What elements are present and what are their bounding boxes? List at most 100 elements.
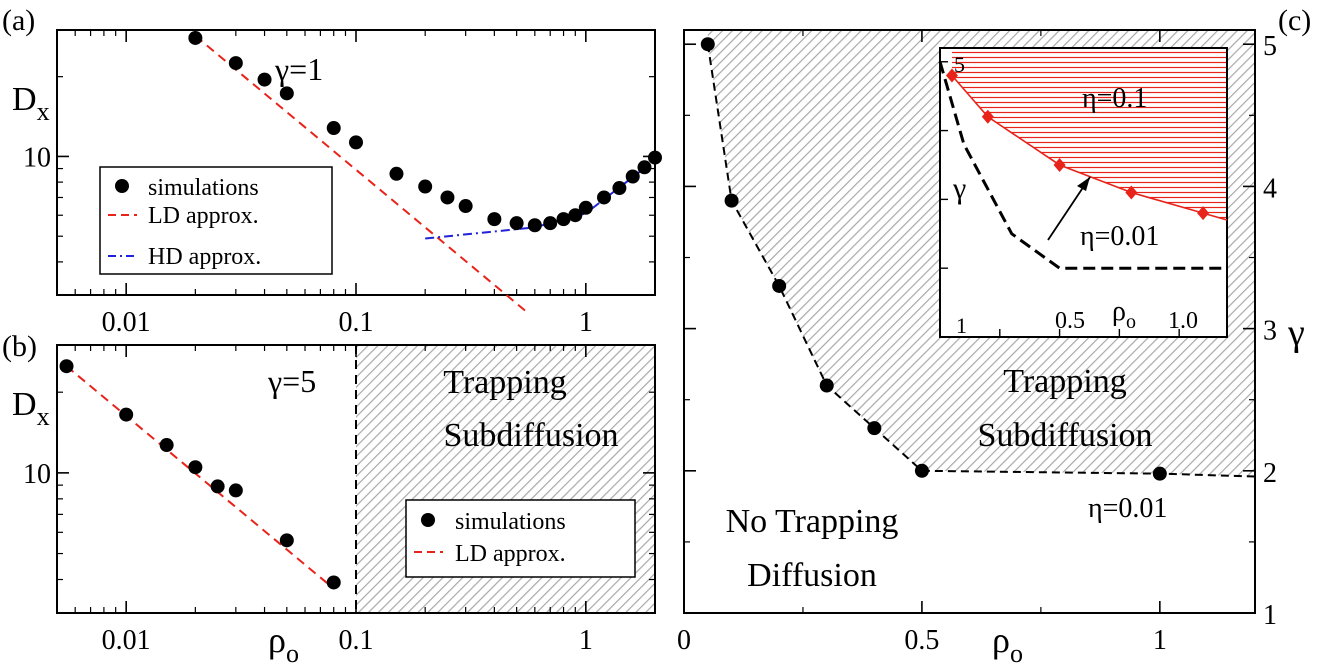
legend-b-marker-simulations (421, 513, 435, 527)
panel-a-data-point (389, 166, 404, 181)
inset-diamond-point (1125, 185, 1138, 200)
panel-b-data-point (279, 533, 294, 548)
panel-b-ylabel: Dx (12, 386, 50, 431)
panel-b-label: (b) (2, 330, 37, 363)
panel-c-free-line1: No Trapping (726, 503, 899, 540)
panel-b-xtick-label: 0.01 (102, 625, 151, 656)
panel-a-data-point (279, 86, 294, 101)
panel-a-annotation: γ=1 (274, 51, 323, 87)
panel-b-ticks: 0.01 0.1 1 10 (23, 345, 655, 656)
panel-c-xtick-label: 0.5 (904, 625, 939, 656)
panel-c-data-point (1152, 466, 1167, 481)
panel-c-xtick-label: 1 (1153, 625, 1167, 656)
panel-c-ytick-label: 2 (1263, 458, 1277, 489)
inset-diamond-point (1197, 206, 1210, 221)
panel-c: 0 0.5 1 1 2 3 4 5 (c) γ ρo Trapping Subdiffusio… (677, 4, 1311, 663)
panel-a-label: (a) (2, 4, 35, 37)
panel-a-data-point (509, 216, 524, 231)
panel-b-xtick-label: 0.1 (339, 625, 374, 656)
panel-b-data-point (228, 483, 243, 498)
inset-ylabel: γ (952, 172, 966, 205)
inset-diamond-point (945, 68, 958, 83)
panel-a-data-point (440, 190, 455, 205)
panel-b-legend: simulations LD approx. (405, 499, 636, 578)
panel-c-ytick-label: 1 (1263, 600, 1277, 631)
panel-c-data-point (772, 278, 787, 293)
panel-c-eta-label: η=0.01 (1088, 493, 1167, 524)
panel-a-data-point (527, 218, 542, 233)
panel-a-data-point (637, 160, 652, 175)
panel-a-legend: simulations LD approx. HD approx. (99, 166, 333, 275)
inset: γ η=0.1 η=0.01 0.5 1.0 5 1 ρo (938, 47, 1228, 338)
panel-c-ytick-label: 4 (1263, 173, 1277, 204)
inset-diamond-point (981, 109, 994, 124)
panel-a-data-point (568, 208, 583, 223)
inset-diamond-point (1053, 157, 1066, 172)
panel-b-ytick-label: 10 (23, 459, 51, 490)
panel-b-data-point (119, 407, 134, 422)
panel-c-data-point (867, 421, 882, 436)
panel-a-xtick-label: 1 (579, 307, 593, 338)
legend-a-marker-simulations (115, 179, 129, 193)
panel-a-data-point (257, 72, 272, 87)
legend-a-text-ld: LD approx. (148, 203, 259, 229)
panel-b-data-point (59, 359, 74, 374)
inset-tick-05: 0.5 (1055, 308, 1085, 334)
panel-a-ticks: 0.01 0.1 1 10 (23, 30, 655, 338)
panel-a-data-point (597, 190, 612, 205)
panel-c-data-point (700, 37, 715, 52)
inset-tick-1: 1 (956, 313, 967, 338)
panel-b-annotation: γ=5 (267, 363, 316, 399)
panel-c-ytick-label: 5 (1263, 31, 1277, 62)
panel-a-data-point (326, 121, 341, 136)
panel-a-data-point (487, 212, 502, 227)
panel-c-free-line2: Diffusion (747, 557, 877, 594)
legend-a-text-simulations: simulations (148, 175, 259, 201)
panel-a-ytick-label: 10 (23, 142, 51, 173)
panel-a-data-point (458, 199, 473, 214)
panel-b-xlabel: ρo (268, 620, 299, 663)
panel-a-series (188, 30, 662, 313)
panel-c-ytick-label: 3 (1263, 316, 1277, 347)
inset-black-dashed-line (938, 61, 1227, 270)
panel-a-data-point (625, 169, 640, 184)
panel-b-region-line1: Trapping (443, 364, 566, 401)
panel-c-data-point (819, 378, 834, 393)
inset-frame (939, 47, 1228, 338)
panel-c-boundary-line (706, 44, 1256, 478)
legend-b-text-simulations: simulations (455, 509, 566, 535)
inset-xlabel: ρo (1112, 296, 1136, 333)
panel-a: (a) 0.01 0.1 1 10 Dx γ=1 simulations LD app… (2, 4, 662, 338)
panel-a-ld-line (194, 35, 527, 313)
panel-a-data-point (556, 212, 571, 227)
panel-c-data-point (914, 463, 929, 478)
legend-b-text-ld: LD approx. (455, 541, 566, 567)
panel-b-data-point (210, 479, 225, 494)
panel-a-data-point (648, 150, 662, 165)
panel-a-data-point (228, 56, 243, 71)
inset-trapping-region (951, 48, 1227, 221)
panel-a-data-point (612, 181, 627, 196)
panel-a-data-point (543, 216, 558, 231)
panel-c-trapping-line1: Trapping (1003, 363, 1126, 400)
panel-c-ticks: 0 0.5 1 1 2 3 4 5 (677, 30, 1277, 656)
panel-c-xtick-label: 0 (677, 625, 691, 656)
inset-label-high: η=0.1 (1082, 83, 1147, 114)
inset-tick-10: 1.0 (1168, 308, 1198, 334)
panel-b: (b) 0.01 0.1 1 10 Dx γ=5 Trapping Subdiffus… (2, 330, 656, 663)
inset-label-low: η=0.01 (1080, 221, 1159, 252)
panel-c-series (700, 37, 1256, 481)
panel-b-data-point (188, 460, 203, 475)
panel-c-label: (c) (1278, 4, 1311, 37)
panel-a-data-point (349, 135, 363, 150)
panel-b-data-point (159, 438, 174, 453)
panel-c-ylabel: γ (1287, 312, 1305, 354)
panel-b-ld-line (65, 365, 335, 590)
panel-c-xlabel: ρo (992, 620, 1023, 663)
panel-a-xtick-label: 0.01 (102, 307, 151, 338)
panel-b-data-point (326, 575, 341, 590)
inset-series (938, 61, 1228, 337)
panel-b-xtick-label: 1 (579, 625, 593, 656)
panel-b-series (59, 359, 341, 590)
